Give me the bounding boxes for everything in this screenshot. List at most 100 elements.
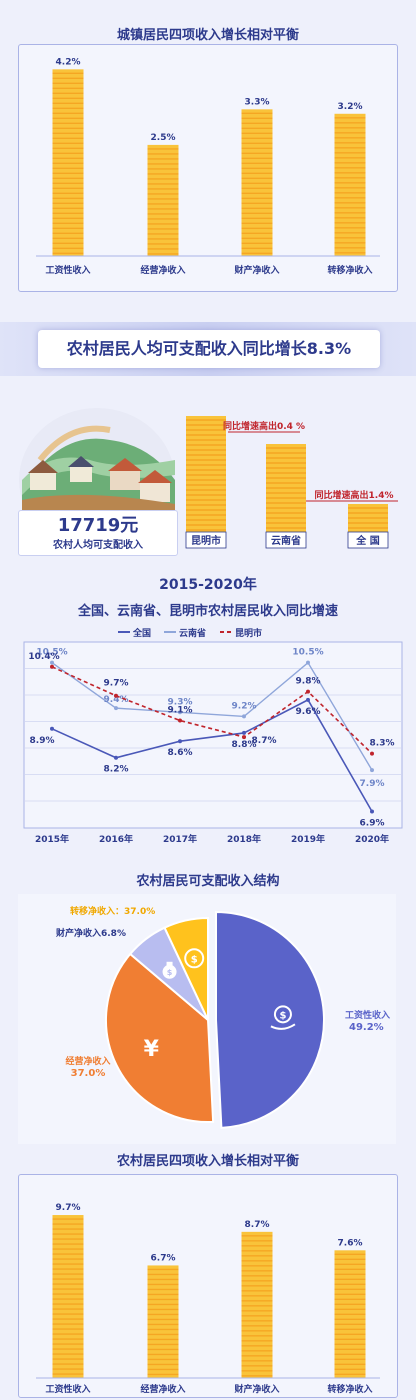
bar-2 (147, 1265, 179, 1378)
series-point (306, 689, 310, 694)
series-data-label: 8.2% (104, 765, 129, 775)
bar-1 (52, 69, 84, 256)
coin-transfer-icon: $ (184, 948, 205, 969)
rural-growth-bar-chart: 9.7% 工资性收入 6.7% 经营净收入 8.7% 财产净收入 7.6% 转移净收入 (36, 1203, 380, 1395)
series-point (50, 664, 54, 669)
rural-growth-title: 农村居民四项收入增长相对平衡 (116, 1154, 299, 1169)
trend-title: 全国、云南省、昆明市农村居民收入同比增速 (77, 604, 338, 619)
legend-label: 昆明市 (235, 627, 262, 639)
trend-title-years: 2015-2020年 (159, 577, 257, 593)
annotation-text: 同比增速高出1.4% (315, 489, 394, 501)
series-data-label: 9.8% (296, 677, 321, 687)
rural-income-label: 农村人均可支配收入 (53, 540, 143, 551)
bar-3 (241, 1231, 273, 1378)
series-data-label: 8.7% (252, 736, 277, 746)
trend-line-chart: 全国 云南省 昆明市 8.9% 8.2% 8.6% 8.8% 9.6% 6.9% 10.5% 9.… (23, 627, 403, 845)
series-line-1 (51, 698, 373, 812)
bar-value-label: 8.7% (245, 1220, 270, 1230)
compare-bar-2 (266, 444, 306, 548)
rural-income-value: 17719元 (57, 515, 139, 536)
series-data-label: 6.9% (360, 818, 385, 828)
bar-value-label: 3.2% (338, 102, 363, 112)
pie-slice-1 (215, 910, 325, 1129)
series-data-label: 10.5% (292, 648, 323, 658)
money-bag-icon: $ (162, 961, 177, 979)
hand-coin-icon: $ (270, 1005, 296, 1030)
x-tick-label: 2018年 (227, 833, 261, 845)
structure-title: 农村居民可支配收入结构 (136, 874, 280, 889)
series-point (370, 751, 374, 756)
bar-value-label: 6.7% (151, 1253, 176, 1263)
legend-label: 全国 (132, 627, 151, 639)
series-data-label: 9.4% (104, 695, 129, 705)
series-point (370, 768, 374, 773)
series-point (178, 739, 182, 744)
bar-category-label: 经营净收入 (140, 1383, 185, 1395)
svg-text:$: $ (167, 968, 173, 977)
series-data-label: 9.3% (168, 697, 193, 707)
series-point (114, 693, 118, 698)
pie-slice-2 (105, 952, 215, 1123)
x-tick-label: 2015年 (35, 833, 69, 845)
x-tick-label: 2017年 (163, 833, 197, 845)
bar-category-label: 工资性收入 (45, 264, 90, 276)
series-data-label: 7.9% (360, 779, 385, 789)
svg-text:$: $ (279, 1010, 286, 1021)
pie-label-value: 37.0% (71, 1068, 106, 1079)
series-data-label: 8.6% (168, 748, 193, 758)
series-point (370, 809, 374, 814)
bar-value-label: 9.7% (56, 1203, 81, 1213)
series-data-label: 9.2% (232, 701, 257, 711)
rural-banner-title: 农村居民人均可支配收入同比增长8.3% (38, 330, 380, 368)
bar-category-label: 经营净收入 (140, 264, 185, 276)
series-data-label: 8.8% (232, 740, 257, 750)
bar-value-label: 2.5% (151, 133, 176, 143)
bar-1 (52, 1215, 84, 1378)
pie-label: 财产净收入6.8% (55, 927, 126, 939)
series-point (242, 735, 246, 740)
series-data-label: 9.1% (168, 706, 193, 716)
bar-category-label: 工资性收入 (45, 1383, 90, 1395)
series-data-label: 9.7% (104, 679, 129, 689)
bar-category-label: 财产净收入 (233, 264, 279, 276)
series-data-label: 9.6% (296, 707, 321, 717)
series-point (50, 726, 54, 731)
bar-category-label: 财产净收入 (233, 1383, 279, 1395)
compare-category-label: 全 国 (355, 534, 379, 547)
series-point (114, 755, 118, 760)
pie-label: 转移净收入：37.0% (70, 905, 155, 917)
series-data-label: 10.4% (28, 652, 59, 662)
series-point (178, 710, 182, 715)
yuan-icon: ¥ (144, 1037, 160, 1062)
compare-label-box (185, 531, 227, 549)
rural-comparison-area: 昆明市 云南省 全 国 同比增速高出0.4 % 同比增速高出1.4% (19, 408, 398, 552)
bar-category-label: 转移净收入 (327, 264, 372, 276)
compare-label-box (265, 531, 307, 549)
bar-category-label: 转移净收入 (327, 1383, 372, 1395)
x-tick-label: 2016年 (99, 833, 133, 845)
legend-label: 云南省 (179, 627, 206, 639)
compare-bar-1 (186, 416, 226, 548)
series-point (114, 706, 118, 711)
bar-4 (334, 1250, 366, 1378)
bar-4 (334, 113, 366, 257)
series-data-label: 8.9% (30, 736, 55, 746)
bar-3 (241, 109, 273, 256)
svg-text:$: $ (191, 954, 198, 965)
pie-label-name: 经营净收入 (65, 1055, 110, 1067)
x-tick-label: 2019年 (291, 833, 325, 845)
annotation-text: 同比增速高出0.4 % (223, 420, 305, 432)
series-point (306, 660, 310, 665)
series-point (306, 697, 310, 702)
urban-section-title: 城镇居民四项收入增长相对平衡 (116, 28, 299, 43)
series-point (242, 730, 246, 735)
bar-2 (147, 144, 179, 256)
series-point (50, 660, 54, 665)
trend-plot-frame (23, 641, 403, 829)
compare-label-box (347, 531, 389, 549)
series-line-3 (51, 666, 373, 755)
series-point (242, 714, 246, 719)
series-line-2 (51, 661, 373, 771)
compare-category-label: 云南省 (271, 534, 301, 547)
